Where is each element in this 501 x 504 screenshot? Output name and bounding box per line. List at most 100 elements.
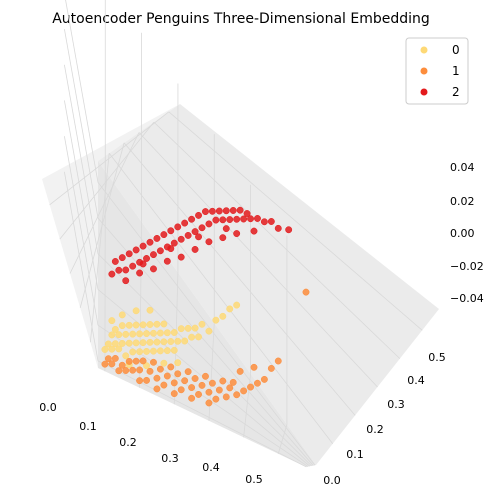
scatter-point-series-1 [198, 381, 206, 389]
scatter-point-series-0 [181, 337, 189, 345]
scatter-point-series-2 [167, 227, 175, 235]
grid-line-y-floor [97, 253, 312, 467]
chart-title: Autoencoder Penguins Three-Dimensional E… [52, 11, 430, 27]
scatter-point-series-0 [146, 338, 154, 346]
scatter-point-series-2 [153, 234, 161, 242]
scatter-point-series-1 [260, 375, 268, 383]
scatter-point-series-0 [153, 338, 161, 346]
scatter-point-series-2 [111, 258, 119, 265]
x-tick-label: 0.5 [245, 473, 263, 486]
scatter-point-series-1 [181, 377, 189, 385]
scatter-point-series-1 [177, 386, 185, 394]
scatter-point-series-0 [122, 330, 130, 338]
scatter-point-series-1 [115, 367, 123, 375]
scatter-point-series-1 [129, 366, 137, 374]
scatter-point-series-2 [219, 216, 227, 224]
scatter-point-series-2 [139, 242, 147, 250]
scatter-point-series-2 [136, 269, 144, 277]
grid-line-y-floor [97, 360, 307, 468]
scatter-point-series-0 [156, 347, 164, 355]
scatter-point-series-1 [167, 363, 175, 371]
scatter-point-series-2 [243, 210, 251, 217]
grid-line-z-right [153, 121, 401, 359]
y-tick-label: 0.1 [346, 448, 364, 461]
back-wall-right-pane [98, 104, 439, 465]
grid-line-z-right [123, 142, 356, 416]
scatter-point-series-0 [125, 339, 133, 347]
scatter-point-series-2 [198, 224, 206, 232]
scatter-point-series-2 [191, 228, 199, 236]
scatter-point-series-2 [229, 207, 237, 214]
scatter-point-series-1 [104, 355, 112, 363]
scatter-point-series-2 [208, 207, 216, 215]
scatter-point-series-0 [132, 307, 140, 315]
scatter-point-series-2 [160, 231, 168, 239]
grid-line-y-wall [64, 136, 99, 326]
x-tick-label: 0.3 [161, 452, 179, 465]
scatter-point-series-0 [153, 320, 161, 328]
scatter-point-series-0 [143, 330, 150, 338]
scatter-point-series-1 [195, 390, 202, 398]
scatter-point-series-0 [160, 320, 168, 328]
grid-line-z-right [168, 111, 423, 331]
scatter-point-series-1 [240, 387, 248, 395]
scatter-point-series-0 [129, 330, 137, 338]
scatter-point-series-0 [132, 339, 140, 347]
scatter-point-series-0 [233, 301, 241, 309]
scatter-point-series-2 [167, 245, 175, 253]
scatter-point-series-0 [101, 346, 109, 353]
scatter-point-series-2 [205, 220, 213, 228]
z-tick-label: −0.04 [450, 292, 484, 305]
scatter-point-series-0 [174, 359, 182, 367]
scatter-point-series-1 [111, 354, 119, 362]
scatter-point-series-2 [195, 233, 202, 241]
scatter-point-series-1 [170, 379, 178, 387]
scatter-point-series-1 [153, 374, 161, 382]
scatter-point-series-0 [150, 347, 157, 355]
scatter-point-series-0 [108, 331, 116, 339]
scatter-point-series-2 [188, 215, 196, 223]
scatter-point-series-1 [136, 377, 144, 385]
y-tick-label: 0.2 [366, 423, 384, 436]
grid-line-z-left [89, 153, 110, 343]
scatter-point-series-0 [115, 345, 123, 353]
scatter-point-series-0 [198, 320, 206, 328]
grid-line-z-right [108, 152, 334, 444]
scatter-point-series-0 [188, 333, 196, 341]
scatter-point-series-0 [115, 331, 123, 339]
scatter-point-series-2 [150, 251, 157, 259]
scatter-point-series-0 [108, 317, 116, 325]
scatter-point-series-0 [111, 325, 119, 333]
scatter-point-series-0 [139, 321, 147, 329]
legend-marker-2 [420, 88, 428, 96]
grid-line-y-floor [97, 182, 316, 466]
scatter-point-series-1 [163, 372, 171, 380]
axis-ticks: 0.00.10.20.30.40.5 0.00.10.20.30.40.50.04… [39, 161, 483, 487]
scatter-point-series-2 [170, 239, 178, 247]
legend-label-0: 0 [452, 43, 460, 57]
scatter-point-series-1 [229, 378, 237, 386]
legend-box [405, 37, 469, 105]
legend: 0 1 2 [405, 37, 469, 105]
scatter-point-series-0 [118, 322, 126, 330]
scatter-point-series-0 [118, 339, 126, 347]
scatter-point-series-2 [132, 246, 140, 254]
grid-line-z-left [59, 121, 155, 240]
scatter-point-series-0 [205, 327, 213, 335]
scatter-point-series-0 [146, 306, 154, 314]
grid-line-y-wall [64, 171, 99, 361]
scatter-point-series-2 [260, 218, 268, 226]
axis-panes [42, 104, 439, 467]
scatter-point-series-1 [150, 358, 157, 366]
scatter-point-series-1 [191, 375, 199, 382]
scatter-point-series-2 [181, 219, 189, 227]
z-tick-label: −0.02 [450, 260, 484, 273]
scatter-point-series-1 [125, 357, 133, 365]
scatter-point-series-1 [156, 365, 164, 373]
scatter-point-series-1 [250, 363, 258, 371]
scatter-point-series-2 [236, 206, 244, 214]
scatter-point-series-2 [143, 255, 150, 262]
scatter-point-series-2 [205, 238, 213, 246]
scatter-point-series-1 [122, 367, 130, 374]
scatter-point-series-2 [184, 231, 192, 239]
